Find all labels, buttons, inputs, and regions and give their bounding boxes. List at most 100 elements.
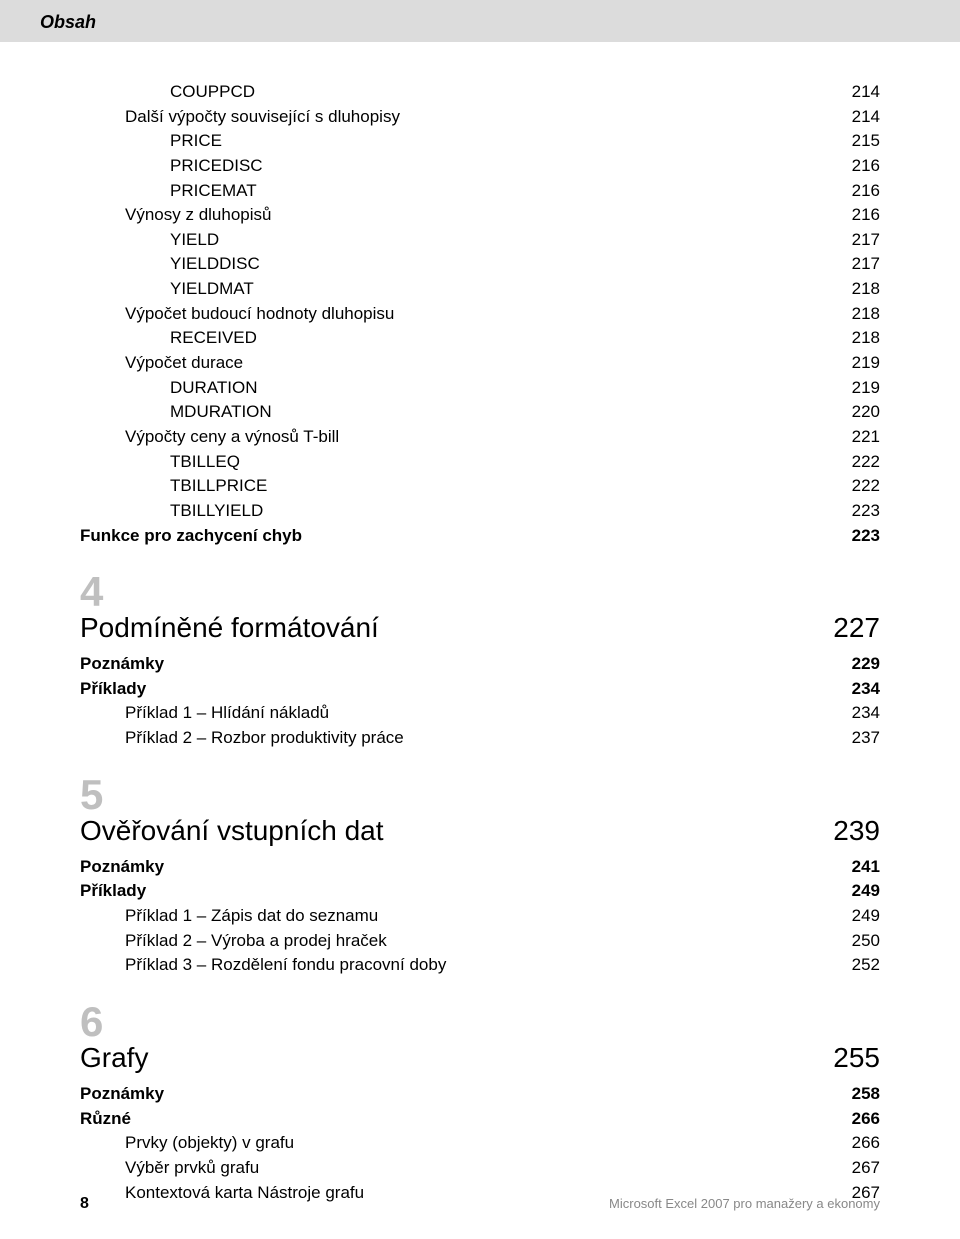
toc-row: YIELDMAT218 — [80, 277, 880, 302]
toc-page: 220 — [830, 400, 880, 425]
toc-page: 215 — [830, 129, 880, 154]
toc-row: PRICE215 — [80, 129, 880, 154]
toc-label: MDURATION — [80, 400, 830, 425]
toc-page: 223 — [830, 499, 880, 524]
toc-page: 219 — [830, 376, 880, 401]
toc-label: Výběr prvků grafu — [80, 1156, 830, 1181]
toc-label: PRICEMAT — [80, 179, 830, 204]
chapter-page: 255 — [833, 1042, 880, 1074]
toc-label: Příklad 1 – Zápis dat do seznamu — [80, 904, 830, 929]
toc-row: PRICEMAT216 — [80, 179, 880, 204]
toc-page: 216 — [830, 179, 880, 204]
toc-label: COUPPCD — [80, 80, 830, 105]
toc-row: Příklad 1 – Hlídání nákladů234 — [80, 701, 880, 726]
toc-label: PRICEDISC — [80, 154, 830, 179]
toc-page: 249 — [830, 904, 880, 929]
toc-label: YIELD — [80, 228, 830, 253]
toc-row: Příklad 2 – Výroba a prodej hraček250 — [80, 929, 880, 954]
toc-label: TBILLYIELD — [80, 499, 830, 524]
toc-page: 223 — [830, 524, 880, 549]
toc-page: 266 — [830, 1107, 880, 1132]
toc-label: YIELDMAT — [80, 277, 830, 302]
toc-label: Poznámky — [80, 855, 830, 880]
toc-row: Prvky (objekty) v grafu266 — [80, 1131, 880, 1156]
toc-page: 219 — [830, 351, 880, 376]
toc-label: RECEIVED — [80, 326, 830, 351]
toc-label: Příklady — [80, 879, 830, 904]
toc-page: 222 — [830, 450, 880, 475]
toc-content: COUPPCD214Další výpočty související s dl… — [80, 80, 880, 1205]
toc-row: Výpočet durace219 — [80, 351, 880, 376]
toc-row: Výběr prvků grafu267 — [80, 1156, 880, 1181]
chapter-page: 227 — [833, 612, 880, 644]
toc-label: Příklady — [80, 677, 830, 702]
toc-row: Příklad 1 – Zápis dat do seznamu249 — [80, 904, 880, 929]
toc-label: Poznámky — [80, 652, 830, 677]
toc-row: Příklady249 — [80, 879, 880, 904]
toc-label: Výpočty ceny a výnosů T-bill — [80, 425, 830, 450]
toc-row: Funkce pro zachycení chyb223 — [80, 524, 880, 549]
toc-page: 249 — [830, 879, 880, 904]
chapter-row: Podmíněné formátování 227 — [80, 612, 880, 644]
toc-label: Různé — [80, 1107, 830, 1132]
toc-row: Poznámky241 — [80, 855, 880, 880]
chapter-title: Podmíněné formátování — [80, 612, 379, 644]
toc-row: RECEIVED218 — [80, 326, 880, 351]
toc-label: Poznámky — [80, 1082, 830, 1107]
chapter-row: Ověřování vstupních dat 239 — [80, 815, 880, 847]
toc-page: 222 — [830, 474, 880, 499]
toc-row: Příklad 3 – Rozdělení fondu pracovní dob… — [80, 953, 880, 978]
header-bar: Obsah — [0, 0, 960, 42]
toc-row: YIELD217 — [80, 228, 880, 253]
toc-label: Příklad 2 – Rozbor produktivity práce — [80, 726, 830, 751]
toc-page: 217 — [830, 252, 880, 277]
toc-page: 221 — [830, 425, 880, 450]
toc-row: Různé266 — [80, 1107, 880, 1132]
toc-label: Příklad 2 – Výroba a prodej hraček — [80, 929, 830, 954]
toc-page: 237 — [830, 726, 880, 751]
toc-page: 214 — [830, 105, 880, 130]
toc-page: 250 — [830, 929, 880, 954]
toc-page: 218 — [830, 326, 880, 351]
chapter-number: 4 — [80, 568, 880, 616]
toc-label: Příklad 3 – Rozdělení fondu pracovní dob… — [80, 953, 830, 978]
footer: 8 Microsoft Excel 2007 pro manažery a ek… — [80, 1195, 880, 1213]
toc-row: Výpočty ceny a výnosů T-bill221 — [80, 425, 880, 450]
toc-page: 216 — [830, 203, 880, 228]
toc-page: 229 — [830, 652, 880, 677]
page-number: 8 — [80, 1195, 89, 1213]
book-title: Microsoft Excel 2007 pro manažery a ekon… — [609, 1196, 880, 1211]
toc-row: TBILLEQ222 — [80, 450, 880, 475]
toc-page: 266 — [830, 1131, 880, 1156]
toc-page: 258 — [830, 1082, 880, 1107]
toc-label: Výpočet budoucí hodnoty dluhopisu — [80, 302, 830, 327]
toc-row: DURATION219 — [80, 376, 880, 401]
toc-row: Příklady234 — [80, 677, 880, 702]
toc-label: TBILLPRICE — [80, 474, 830, 499]
chapter-page: 239 — [833, 815, 880, 847]
toc-page: 214 — [830, 80, 880, 105]
toc-page: 218 — [830, 302, 880, 327]
chapter-title: Grafy — [80, 1042, 148, 1074]
toc-row: Poznámky258 — [80, 1082, 880, 1107]
chapter-number: 6 — [80, 998, 880, 1046]
toc-row: Další výpočty související s dluhopisy214 — [80, 105, 880, 130]
toc-label: Funkce pro zachycení chyb — [80, 524, 830, 549]
chapter-title: Ověřování vstupních dat — [80, 815, 384, 847]
toc-label: Výpočet durace — [80, 351, 830, 376]
toc-label: TBILLEQ — [80, 450, 830, 475]
toc-row: Výpočet budoucí hodnoty dluhopisu218 — [80, 302, 880, 327]
toc-row: Poznámky229 — [80, 652, 880, 677]
toc-label: YIELDDISC — [80, 252, 830, 277]
toc-label: Další výpočty související s dluhopisy — [80, 105, 830, 130]
chapter-number: 5 — [80, 771, 880, 819]
toc-row: Výnosy z dluhopisů216 — [80, 203, 880, 228]
toc-page: 218 — [830, 277, 880, 302]
toc-page: 241 — [830, 855, 880, 880]
toc-page: 267 — [830, 1156, 880, 1181]
toc-label: Příklad 1 – Hlídání nákladů — [80, 701, 830, 726]
toc-page: 234 — [830, 677, 880, 702]
toc-page: 216 — [830, 154, 880, 179]
toc-label: DURATION — [80, 376, 830, 401]
toc-label: PRICE — [80, 129, 830, 154]
